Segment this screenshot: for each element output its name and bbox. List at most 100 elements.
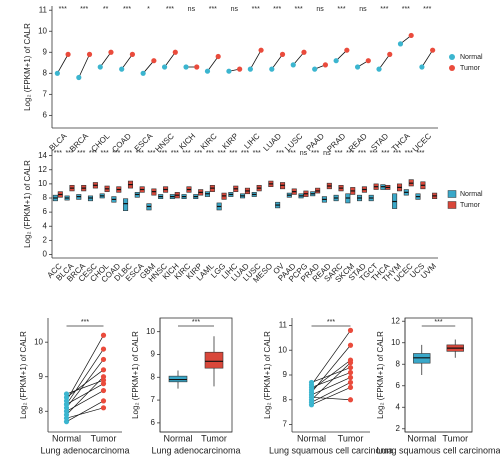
significance: ***: [423, 6, 431, 13]
point: [419, 64, 425, 70]
point: [100, 346, 107, 352]
x-tick-label: KICH: [177, 131, 197, 151]
significance: ***: [434, 319, 442, 326]
significance: ***: [402, 6, 410, 13]
y-tick-label: 8: [283, 395, 288, 404]
significance: ns: [231, 6, 239, 13]
significance: ***: [405, 150, 413, 157]
legend-swatch: [447, 190, 457, 198]
y-tick-label: 8: [151, 372, 156, 381]
point: [100, 387, 107, 394]
point: [333, 58, 339, 64]
legend-swatch: [449, 65, 455, 71]
significance: ***: [147, 150, 155, 157]
y-tick-label: 6: [151, 418, 156, 427]
y-tick-label: 4: [43, 221, 48, 230]
significance: ns: [359, 6, 367, 13]
box: [204, 351, 224, 369]
pair-line: [311, 377, 351, 396]
x-tick-label: Tumor: [442, 433, 468, 443]
point: [247, 66, 253, 72]
y-tick-label: 7: [283, 420, 288, 429]
significance: ***: [241, 150, 249, 157]
significance: ***: [192, 319, 200, 326]
y-tick-label: 6: [396, 381, 401, 390]
pair-line: [311, 362, 351, 401]
significance: ***: [54, 150, 62, 157]
point: [76, 74, 82, 81]
point: [308, 379, 315, 386]
y-tick-label: 6: [43, 110, 48, 119]
point: [237, 66, 243, 72]
y-tick-label: 9: [39, 372, 44, 381]
x-axis-title: Lung squamous cell carcinoma: [376, 445, 500, 455]
y-tick-label: 10: [278, 345, 287, 354]
y-tick-label: 10: [38, 26, 47, 35]
y-tick-label: 2: [396, 424, 401, 433]
point: [347, 379, 354, 386]
point: [308, 399, 315, 405]
box: [123, 198, 129, 212]
point: [226, 68, 232, 74]
legend-label: Tumor: [460, 202, 481, 209]
point: [347, 374, 354, 381]
significance: ***: [346, 150, 354, 157]
pair-line: [378, 54, 391, 70]
legend-swatch: [449, 54, 455, 60]
pair-line: [421, 49, 433, 68]
significance: ***: [182, 150, 190, 157]
point: [290, 62, 296, 68]
significance: ***: [81, 319, 89, 326]
significance: ***: [112, 150, 120, 157]
y-tick-label: 10: [38, 179, 47, 188]
y-tick-label: 11: [39, 5, 48, 14]
point: [312, 66, 318, 72]
significance: ***: [229, 150, 237, 157]
y-tick-label: 12: [38, 165, 47, 174]
pair-line: [311, 387, 351, 406]
point: [215, 53, 221, 60]
y-tick-label: 6: [43, 207, 48, 216]
point: [308, 387, 315, 393]
y-axis-title: Log₂ (FPKM+1) of CALR: [376, 331, 385, 419]
frame: [404, 317, 473, 433]
y-tick-label: 10: [146, 327, 155, 336]
significance: ***: [381, 150, 389, 157]
significance: ***: [276, 150, 284, 157]
legend-swatch: [447, 201, 457, 209]
x-tick-label: Tumor: [338, 433, 364, 443]
significance: ***: [101, 150, 109, 157]
y-tick-label: 10: [391, 338, 400, 347]
point: [308, 394, 315, 400]
significance: ns: [300, 150, 308, 157]
point: [347, 342, 354, 348]
significance: ***: [124, 150, 132, 157]
x-tick-label: Normal: [52, 433, 81, 443]
significance: ***: [59, 6, 67, 13]
x-tick-label: Tumor: [91, 433, 117, 443]
significance: ns: [323, 150, 331, 157]
y-tick-label: 8: [43, 68, 48, 77]
significance: ***: [416, 150, 424, 157]
pair-line: [57, 54, 69, 74]
y-tick-label: 0: [43, 250, 48, 259]
point: [161, 64, 168, 70]
pair-line: [66, 383, 104, 405]
significance: ***: [370, 150, 378, 157]
point: [322, 62, 329, 68]
point: [100, 332, 107, 338]
pair-line: [66, 390, 104, 412]
point: [65, 51, 71, 57]
pair-line: [164, 52, 176, 68]
x-tick-label: Tumor: [201, 433, 227, 443]
point: [97, 64, 103, 70]
point: [100, 377, 107, 383]
pair-line: [311, 330, 351, 386]
y-tick-label: 14: [38, 151, 47, 160]
pair-line: [142, 60, 155, 74]
frame: [159, 317, 233, 433]
pair-line: [311, 367, 351, 383]
significance: ns: [188, 6, 196, 13]
point: [172, 49, 178, 55]
